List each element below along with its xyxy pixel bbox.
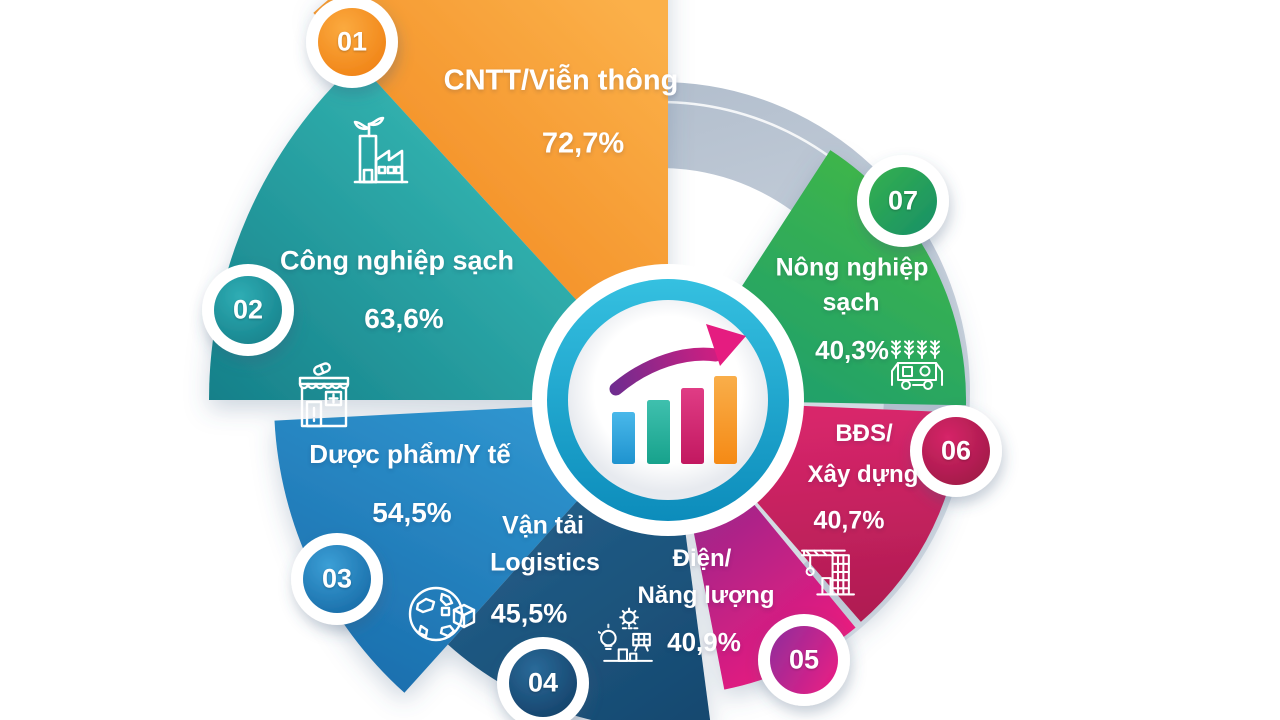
segment-04-label-line1: Vận tải <box>502 511 584 540</box>
segment-03-value: 54,5% <box>372 497 452 528</box>
segment-07-label-line1: Nông nghiệp <box>775 253 929 282</box>
pharmacy-icon <box>288 362 358 434</box>
segment-04-value: 45,5% <box>490 598 568 629</box>
badge-05-number: 05 <box>788 644 820 675</box>
segment-06-value: 40,7% <box>813 506 885 535</box>
sector-cong-nghiep-sach <box>209 61 668 400</box>
growth-chart-icon <box>609 324 746 464</box>
badge-03 <box>291 533 383 625</box>
badge-05 <box>758 614 850 706</box>
segment-01-label: CNTT/Viễn thông <box>443 64 679 97</box>
construction-crane-icon <box>800 541 857 599</box>
hub-face <box>568 300 768 500</box>
center-hub <box>532 264 804 536</box>
segment-07-label-line2: sạch <box>822 288 880 317</box>
segment-07-value: 40,3% <box>815 335 889 365</box>
badge-06-number: 06 <box>940 435 972 466</box>
rising-arrow-icon <box>609 347 723 396</box>
segment-04-label-line2: Logistics <box>490 548 600 577</box>
badge-02 <box>202 264 294 356</box>
badge-01 <box>306 0 398 88</box>
segment-02-value: 63,6% <box>364 303 444 334</box>
badge-07 <box>857 155 949 247</box>
badge-04 <box>497 637 589 720</box>
badge-06 <box>910 405 1002 497</box>
agriculture-icon <box>887 337 947 397</box>
badge-02-number: 02 <box>232 294 264 325</box>
segment-03-label: Dược phẩm/Y tế <box>309 439 511 469</box>
segment-05-label-line1: Điện/ <box>672 545 732 572</box>
segment-06-label-line2: Xây dựng <box>807 461 919 488</box>
energy-icon <box>598 607 656 665</box>
segment-02-label: Công nghiệp sạch <box>279 245 515 276</box>
logistics-globe-icon <box>402 576 478 650</box>
badge-01-number: 01 <box>336 26 368 57</box>
rising-arrow-head <box>706 324 746 366</box>
segment-05-label-line2: Năng lượng <box>637 582 775 609</box>
segment-01-value: 72,7% <box>541 127 625 160</box>
clean-industry-icon <box>332 108 412 192</box>
badge-04-number: 04 <box>527 667 559 698</box>
segment-05-value: 40,9% <box>667 627 741 657</box>
segment-06-label-line1: BĐS/ <box>835 420 893 447</box>
badge-07-number: 07 <box>887 185 919 216</box>
badge-03-number: 03 <box>321 563 353 594</box>
